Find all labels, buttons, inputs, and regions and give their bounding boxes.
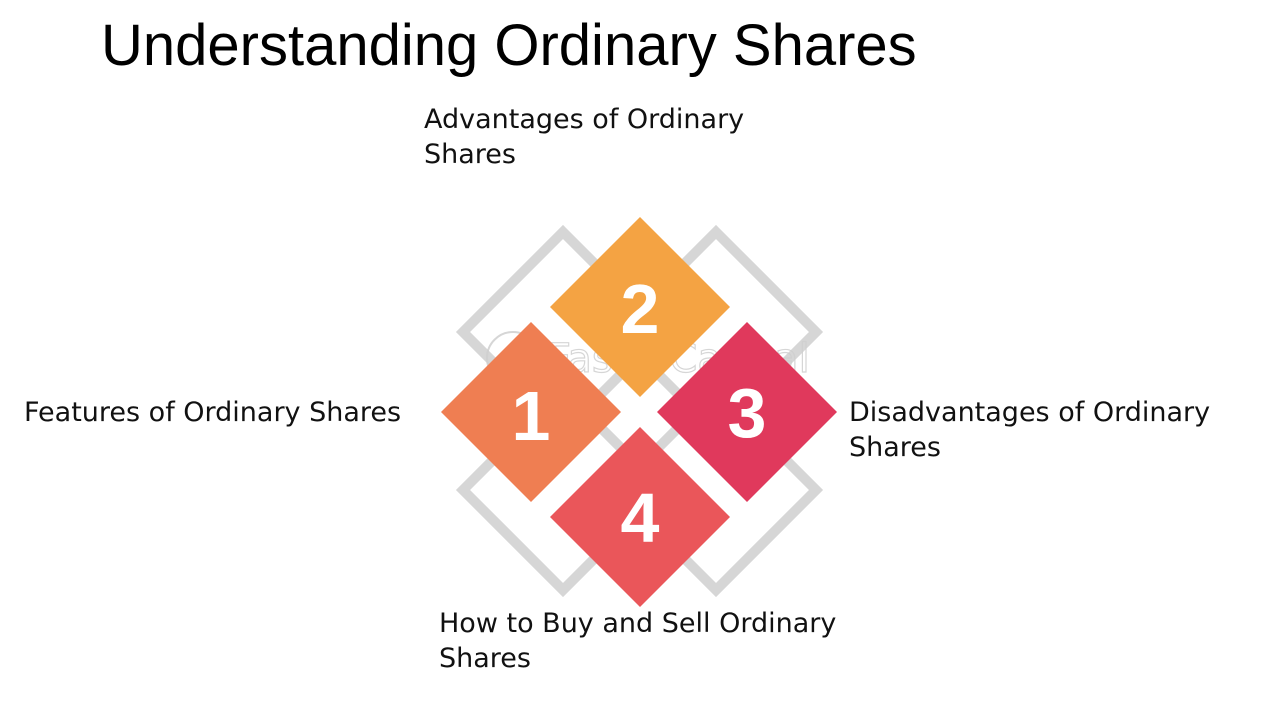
label-features: Features of Ordinary Shares	[24, 397, 402, 428]
number-3: 3	[728, 374, 767, 452]
label-how-to-buy-sell: How to Buy and Sell Ordinary Shares	[439, 608, 837, 674]
number-1: 1	[512, 377, 551, 455]
page-title: Understanding Ordinary Shares	[101, 13, 917, 78]
number-2: 2	[621, 270, 660, 348]
label-disadvantages: Disadvantages of Ordinary Shares	[849, 397, 1211, 463]
diamond-2	[550, 217, 730, 397]
diamond-3	[657, 322, 837, 502]
diamond-4	[550, 427, 730, 607]
label-advantages: Advantages of Ordinary Shares	[424, 104, 745, 170]
number-4: 4	[621, 479, 660, 557]
diamond-1	[441, 322, 621, 502]
